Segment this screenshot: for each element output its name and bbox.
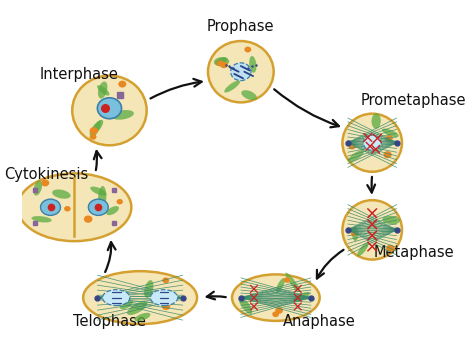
Ellipse shape bbox=[90, 120, 103, 136]
Ellipse shape bbox=[52, 189, 71, 199]
Ellipse shape bbox=[217, 61, 224, 66]
Ellipse shape bbox=[72, 76, 146, 145]
Ellipse shape bbox=[385, 135, 393, 142]
Ellipse shape bbox=[348, 144, 356, 149]
Ellipse shape bbox=[150, 290, 178, 306]
Ellipse shape bbox=[272, 312, 279, 317]
Ellipse shape bbox=[232, 274, 319, 321]
Ellipse shape bbox=[231, 63, 251, 80]
Ellipse shape bbox=[352, 227, 358, 241]
Ellipse shape bbox=[97, 85, 109, 96]
Ellipse shape bbox=[357, 242, 369, 257]
Ellipse shape bbox=[102, 290, 130, 306]
Ellipse shape bbox=[98, 82, 108, 99]
Ellipse shape bbox=[276, 278, 285, 292]
Ellipse shape bbox=[383, 151, 392, 158]
Text: Telophase: Telophase bbox=[73, 314, 146, 329]
Ellipse shape bbox=[214, 57, 229, 66]
Ellipse shape bbox=[342, 114, 402, 172]
Ellipse shape bbox=[215, 57, 227, 65]
Ellipse shape bbox=[241, 90, 257, 100]
Text: Prophase: Prophase bbox=[207, 19, 274, 34]
Text: Metaphase: Metaphase bbox=[374, 245, 454, 260]
Ellipse shape bbox=[293, 292, 310, 302]
Ellipse shape bbox=[105, 297, 113, 304]
Ellipse shape bbox=[111, 291, 128, 303]
Ellipse shape bbox=[118, 80, 127, 88]
Ellipse shape bbox=[372, 113, 381, 129]
Ellipse shape bbox=[363, 135, 381, 150]
Ellipse shape bbox=[41, 180, 49, 187]
Ellipse shape bbox=[244, 47, 251, 52]
Ellipse shape bbox=[64, 206, 71, 211]
Text: Prometaphase: Prometaphase bbox=[361, 93, 466, 108]
Ellipse shape bbox=[285, 273, 300, 292]
Text: Cytokinesis: Cytokinesis bbox=[4, 168, 88, 182]
Ellipse shape bbox=[249, 56, 256, 73]
Text: Interphase: Interphase bbox=[39, 68, 118, 83]
Ellipse shape bbox=[342, 200, 402, 260]
Ellipse shape bbox=[162, 278, 169, 283]
Ellipse shape bbox=[97, 98, 121, 119]
Text: Anaphase: Anaphase bbox=[283, 314, 356, 329]
Ellipse shape bbox=[220, 62, 228, 68]
Ellipse shape bbox=[33, 180, 42, 196]
Ellipse shape bbox=[162, 303, 170, 310]
Ellipse shape bbox=[144, 280, 154, 298]
Ellipse shape bbox=[106, 206, 119, 215]
Ellipse shape bbox=[18, 173, 131, 241]
Ellipse shape bbox=[224, 80, 240, 92]
Ellipse shape bbox=[348, 150, 364, 162]
Ellipse shape bbox=[382, 128, 399, 137]
Ellipse shape bbox=[386, 245, 394, 252]
Ellipse shape bbox=[88, 199, 108, 215]
Ellipse shape bbox=[83, 271, 197, 324]
Ellipse shape bbox=[90, 187, 107, 196]
Ellipse shape bbox=[98, 186, 106, 210]
Ellipse shape bbox=[239, 297, 252, 314]
Ellipse shape bbox=[275, 307, 283, 314]
Ellipse shape bbox=[84, 216, 92, 223]
Ellipse shape bbox=[135, 313, 150, 321]
Ellipse shape bbox=[41, 199, 61, 215]
Ellipse shape bbox=[351, 231, 357, 236]
Ellipse shape bbox=[127, 301, 147, 315]
Ellipse shape bbox=[111, 110, 134, 120]
Ellipse shape bbox=[382, 216, 400, 224]
Ellipse shape bbox=[91, 120, 101, 138]
Ellipse shape bbox=[117, 199, 123, 204]
Ellipse shape bbox=[120, 300, 133, 309]
Ellipse shape bbox=[90, 134, 96, 140]
Ellipse shape bbox=[31, 216, 52, 223]
Ellipse shape bbox=[90, 127, 98, 134]
Ellipse shape bbox=[284, 277, 291, 283]
Ellipse shape bbox=[208, 41, 273, 103]
